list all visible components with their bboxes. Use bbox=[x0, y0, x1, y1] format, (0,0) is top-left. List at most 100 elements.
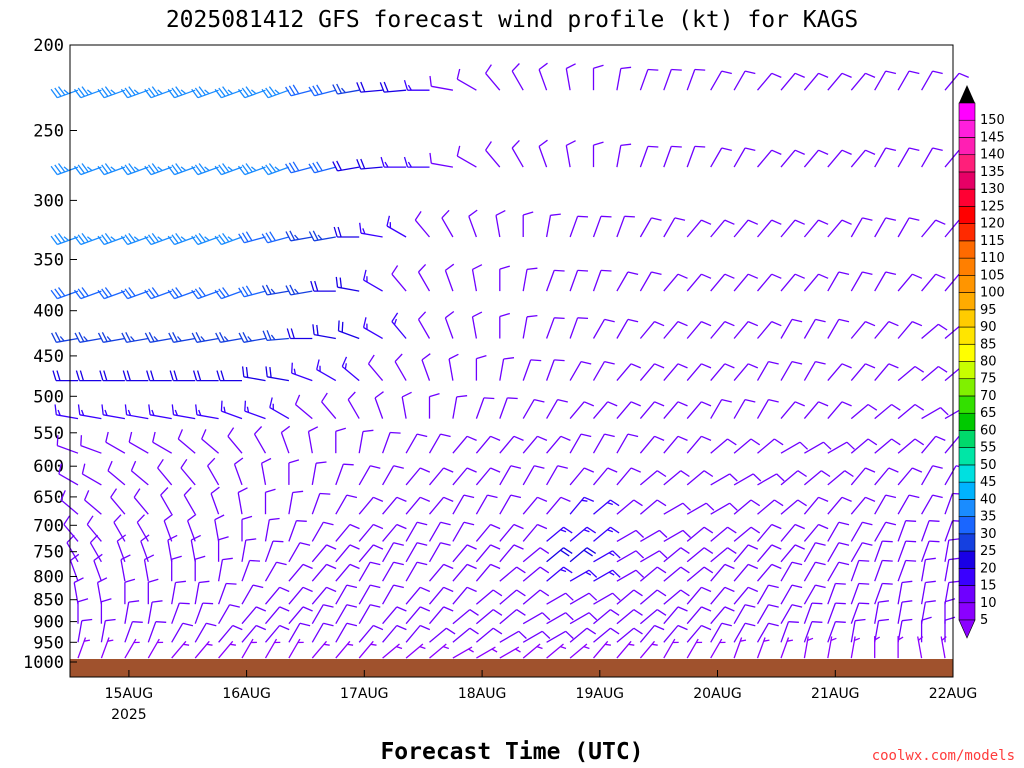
wind-barb bbox=[663, 145, 682, 168]
wind-barb bbox=[288, 638, 304, 659]
colorbar-swatch bbox=[958, 430, 976, 448]
wind-barb bbox=[569, 433, 592, 454]
wind-barb bbox=[120, 233, 149, 246]
date-label: 17AUG bbox=[340, 686, 389, 702]
wind-barb bbox=[133, 488, 149, 515]
wind-barb bbox=[538, 62, 548, 91]
date-label: 20AUG bbox=[693, 686, 742, 702]
wind-barb bbox=[452, 627, 479, 643]
wind-barb bbox=[616, 529, 645, 542]
wind-barb bbox=[827, 271, 850, 292]
wind-barb bbox=[710, 638, 726, 659]
colorbar-label: 85 bbox=[980, 337, 997, 352]
wind-barb bbox=[756, 360, 779, 381]
ground-fill bbox=[70, 659, 953, 677]
wind-barb bbox=[546, 547, 573, 563]
wind-barb bbox=[757, 149, 782, 168]
wind-barb bbox=[264, 488, 276, 515]
wind-barb bbox=[827, 363, 852, 382]
pressure-label: 1000 bbox=[23, 653, 64, 673]
wind-barb bbox=[616, 401, 641, 420]
wind-barb bbox=[756, 398, 779, 419]
wind-barb bbox=[639, 624, 665, 643]
wind-barb bbox=[105, 431, 126, 454]
wind-barb bbox=[63, 515, 79, 542]
wind-barb bbox=[241, 559, 261, 582]
wind-barb bbox=[74, 332, 102, 343]
wind-barb bbox=[803, 470, 831, 486]
wind-barb bbox=[214, 86, 243, 99]
wind-barb bbox=[358, 544, 384, 563]
wind-barb bbox=[897, 70, 920, 91]
wind-barb bbox=[190, 534, 201, 562]
wind-barb bbox=[850, 618, 866, 643]
colorbar-label: 115 bbox=[980, 234, 1005, 249]
wind-barb bbox=[358, 584, 381, 605]
wind-barb bbox=[382, 584, 404, 605]
wind-barb bbox=[405, 433, 428, 454]
wind-barb bbox=[207, 457, 220, 486]
wind-barb bbox=[237, 163, 266, 176]
colorbar-swatch bbox=[958, 464, 976, 483]
colorbar-swatch bbox=[958, 257, 976, 276]
wind-barb bbox=[405, 521, 428, 542]
wind-barb bbox=[803, 149, 829, 168]
wind-barb bbox=[780, 360, 803, 381]
wind-barb bbox=[265, 624, 290, 643]
pressure-label: 950 bbox=[33, 633, 64, 653]
wind-barb bbox=[452, 563, 477, 582]
wind-barb bbox=[616, 66, 632, 91]
wind-barb bbox=[686, 363, 712, 382]
colorbar-arrow-bottom bbox=[958, 619, 976, 639]
wind-barb bbox=[710, 438, 737, 454]
wind-barb bbox=[593, 592, 621, 605]
pressure-axis-ticks bbox=[70, 44, 77, 663]
wind-barb bbox=[475, 397, 495, 419]
wind-barb bbox=[471, 311, 483, 339]
wind-barb bbox=[52, 370, 78, 382]
wind-barb bbox=[405, 643, 426, 659]
wind-barb bbox=[850, 521, 873, 542]
colorbar-swatch bbox=[958, 533, 976, 552]
wind-barb bbox=[195, 404, 219, 420]
wind-barb bbox=[522, 547, 550, 563]
wind-barb bbox=[756, 584, 779, 605]
colorbar-label: 95 bbox=[980, 303, 997, 318]
wind-barb bbox=[710, 563, 735, 582]
wind-barb bbox=[241, 638, 257, 659]
wind-barb bbox=[414, 211, 430, 238]
wind-barb bbox=[522, 267, 538, 292]
wind-barb bbox=[545, 269, 565, 292]
colorbar-label: 45 bbox=[980, 475, 997, 490]
colorbar-label: 100 bbox=[980, 286, 1005, 301]
wind-barb bbox=[260, 457, 272, 486]
wind-barb bbox=[686, 624, 712, 643]
wind-barb bbox=[335, 463, 354, 486]
wind-barb bbox=[593, 467, 618, 486]
wind-barb bbox=[405, 586, 431, 605]
wind-barb bbox=[214, 233, 243, 246]
wind-barb bbox=[639, 217, 662, 238]
wind-barb bbox=[639, 401, 665, 420]
wind-barb bbox=[241, 366, 266, 382]
wind-barb bbox=[522, 359, 542, 381]
wind-barb bbox=[113, 514, 126, 542]
wind-barb bbox=[288, 606, 313, 625]
wind-barb bbox=[476, 646, 498, 659]
wind-barb bbox=[312, 324, 336, 340]
wind-barb bbox=[569, 627, 597, 643]
wind-barb bbox=[803, 561, 826, 582]
colorbar-swatch bbox=[958, 240, 976, 259]
wind-barb bbox=[144, 86, 172, 99]
wind-barb bbox=[639, 566, 667, 582]
wind-barb bbox=[89, 534, 102, 563]
wind-barb bbox=[144, 163, 172, 176]
wind-barb bbox=[803, 542, 826, 563]
wind-barb bbox=[874, 600, 889, 624]
wind-barb bbox=[733, 273, 759, 292]
wind-barb bbox=[429, 627, 456, 643]
wind-barb bbox=[639, 145, 659, 168]
wind-barb bbox=[546, 496, 571, 515]
wind-barb bbox=[238, 285, 266, 298]
